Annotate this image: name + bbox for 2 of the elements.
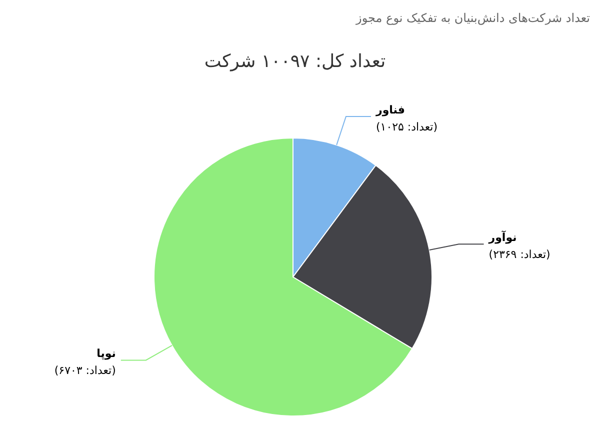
subtitle: تعداد شرکت‌های دانش‌بنیان به تفکیک نوع مجوز [356,11,590,25]
title: تعداد کل: ۱۰۰۹۷ شرکت [204,51,386,72]
